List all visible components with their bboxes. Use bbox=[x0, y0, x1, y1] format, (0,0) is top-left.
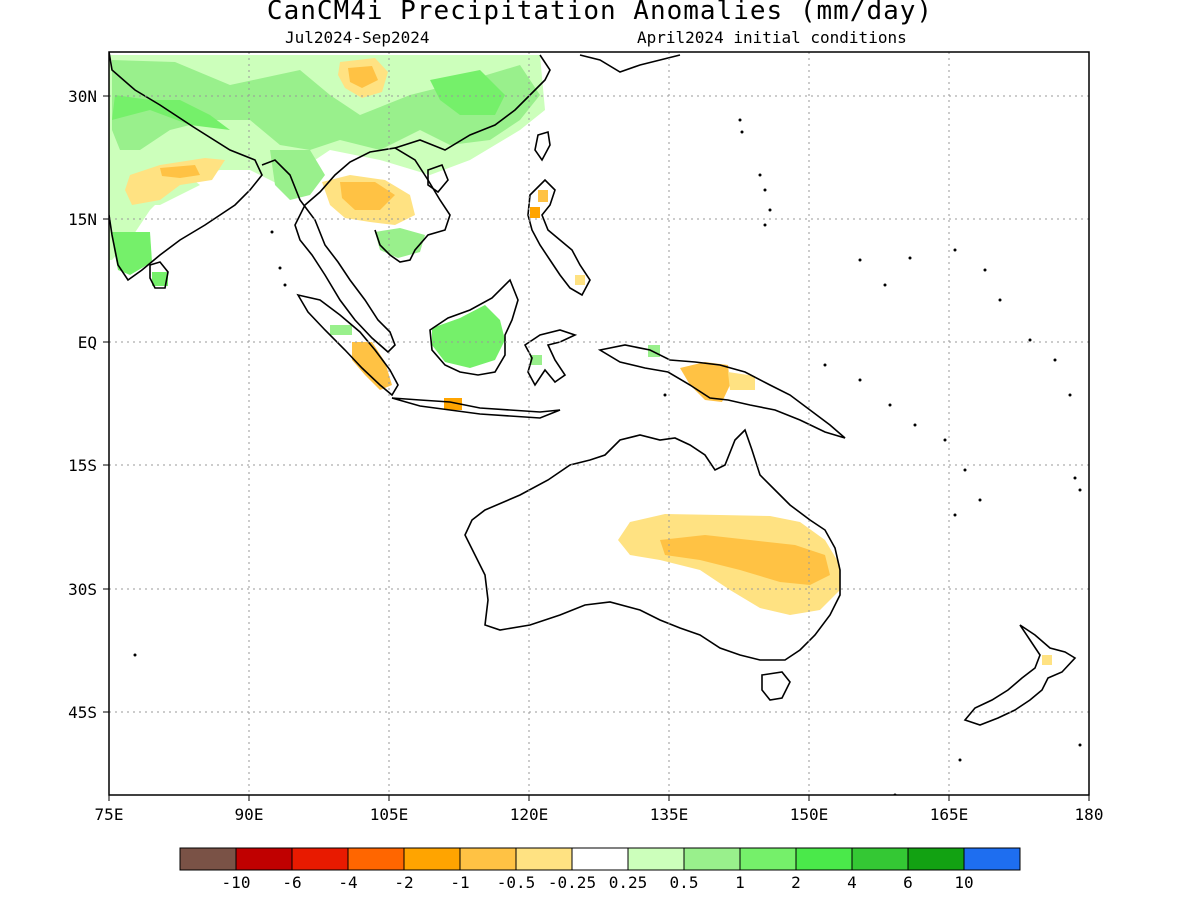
coastline-new-zealand bbox=[963, 624, 1077, 726]
colorbar-labels: -10 -6 -4 -2 -1 -0.5 -0.25 0.25 0.5 1 2 4 6 10 bbox=[222, 873, 974, 892]
longitude-axis: 75E 90E 105E 120E 135E 150E 165E 180 bbox=[95, 795, 1104, 824]
anomaly-shading bbox=[109, 55, 1052, 665]
dry-anomaly-region bbox=[352, 342, 392, 390]
colorbar-swatch bbox=[459, 847, 517, 871]
dry-anomaly-region bbox=[348, 66, 378, 88]
wet-anomaly-region bbox=[152, 272, 168, 286]
colorbar-label: 10 bbox=[954, 873, 973, 892]
lon-tick-label: 180 bbox=[1075, 805, 1104, 824]
colorbar-label: -6 bbox=[282, 873, 301, 892]
forecast-period: Jul2024-Sep2024 bbox=[285, 28, 430, 47]
small-islands bbox=[133, 118, 1082, 795]
lat-tick-label: 30N bbox=[68, 87, 97, 106]
map-title: CanCM4i Precipitation Anomalies (mm/day) bbox=[266, 0, 934, 26]
lon-tick-label: 120E bbox=[510, 805, 549, 824]
coastline-asia bbox=[109, 52, 263, 282]
coastline-sumatra bbox=[296, 293, 399, 397]
dry-anomaly-region bbox=[538, 190, 548, 202]
gridlines bbox=[109, 52, 1089, 795]
lat-tick-label: 15N bbox=[68, 210, 97, 229]
colorbar-swatch bbox=[291, 847, 349, 871]
lon-tick-label: 165E bbox=[930, 805, 969, 824]
wet-anomaly-region bbox=[330, 325, 352, 335]
colorbar-swatch bbox=[179, 847, 237, 871]
lon-tick-label: 135E bbox=[650, 805, 689, 824]
coastline-sri-lanka bbox=[149, 261, 169, 289]
coastlines bbox=[109, 52, 1077, 726]
colorbar-swatch bbox=[571, 847, 629, 871]
colorbar-swatch bbox=[739, 847, 797, 871]
lat-tick-label: 45S bbox=[68, 703, 97, 722]
colorbar-swatch bbox=[795, 847, 853, 871]
dry-anomaly-region bbox=[680, 362, 730, 402]
dry-anomaly-region bbox=[1042, 655, 1052, 665]
colorbar-label: 0.5 bbox=[670, 873, 699, 892]
colorbar-swatch bbox=[627, 847, 685, 871]
dry-anomaly-region bbox=[728, 372, 755, 390]
coastline-taiwan bbox=[534, 130, 551, 162]
coastline-australia bbox=[464, 428, 841, 661]
coastline-asia bbox=[261, 147, 451, 354]
colorbar-label: -4 bbox=[338, 873, 357, 892]
coastline-sulawesi bbox=[523, 329, 578, 387]
colorbar-swatch bbox=[683, 847, 741, 871]
coastline-java bbox=[391, 397, 561, 419]
colorbar-swatch bbox=[403, 847, 461, 871]
colorbar-swatch bbox=[235, 847, 293, 871]
colorbar-swatch bbox=[515, 847, 573, 871]
colorbar-label: 4 bbox=[847, 873, 857, 892]
colorbar bbox=[179, 847, 1021, 871]
lon-tick-label: 75E bbox=[95, 805, 124, 824]
colorbar-label: 6 bbox=[903, 873, 913, 892]
wet-anomaly-region bbox=[112, 232, 152, 275]
dry-anomaly-region bbox=[444, 398, 462, 410]
colorbar-swatch bbox=[851, 847, 909, 871]
dry-anomaly-region bbox=[530, 207, 540, 218]
coastline-tasmania bbox=[761, 671, 791, 701]
colorbar-label: -10 bbox=[222, 873, 251, 892]
colorbar-swatch bbox=[347, 847, 405, 871]
lat-tick-label: EQ bbox=[78, 333, 97, 352]
wet-anomaly-region bbox=[648, 345, 660, 357]
lon-tick-label: 150E bbox=[790, 805, 829, 824]
coastline-new-guinea bbox=[597, 344, 846, 439]
wet-anomaly-region bbox=[375, 228, 425, 258]
colorbar-label: 2 bbox=[791, 873, 801, 892]
coastline-japan bbox=[579, 54, 681, 73]
colorbar-swatch bbox=[907, 847, 965, 871]
lon-tick-label: 105E bbox=[370, 805, 409, 824]
coastline-borneo bbox=[429, 278, 519, 376]
colorbar-swatch bbox=[963, 847, 1021, 871]
initial-conditions: April2024 initial conditions bbox=[637, 28, 907, 47]
coastline-china bbox=[394, 54, 551, 151]
colorbar-label: -1 bbox=[450, 873, 469, 892]
colorbar-label: 0.25 bbox=[609, 873, 648, 892]
colorbar-label: -0.5 bbox=[497, 873, 536, 892]
dry-anomaly-region bbox=[660, 535, 830, 585]
dry-anomaly-region bbox=[340, 182, 395, 210]
wet-anomaly-region bbox=[430, 70, 505, 115]
coastline-hainan bbox=[427, 163, 449, 194]
colorbar-label: -2 bbox=[394, 873, 413, 892]
wet-anomaly-region bbox=[432, 305, 505, 368]
lat-tick-label: 15S bbox=[68, 456, 97, 475]
lat-tick-label: 30S bbox=[68, 580, 97, 599]
wet-anomaly-region bbox=[270, 150, 325, 200]
plot-frame bbox=[108, 51, 1090, 796]
lon-tick-label: 90E bbox=[235, 805, 264, 824]
colorbar-label: 1 bbox=[735, 873, 745, 892]
dry-anomaly-region bbox=[575, 275, 585, 285]
coastline-philippines bbox=[527, 178, 591, 297]
wet-anomaly-region bbox=[112, 60, 540, 150]
latitude-axis: 30N 15N EQ 15S 30S 45S bbox=[68, 87, 109, 722]
dry-anomaly-region bbox=[160, 165, 200, 178]
colorbar-label: -0.25 bbox=[548, 873, 596, 892]
wet-anomaly-region bbox=[530, 355, 542, 365]
dry-anomaly-region bbox=[125, 158, 225, 205]
